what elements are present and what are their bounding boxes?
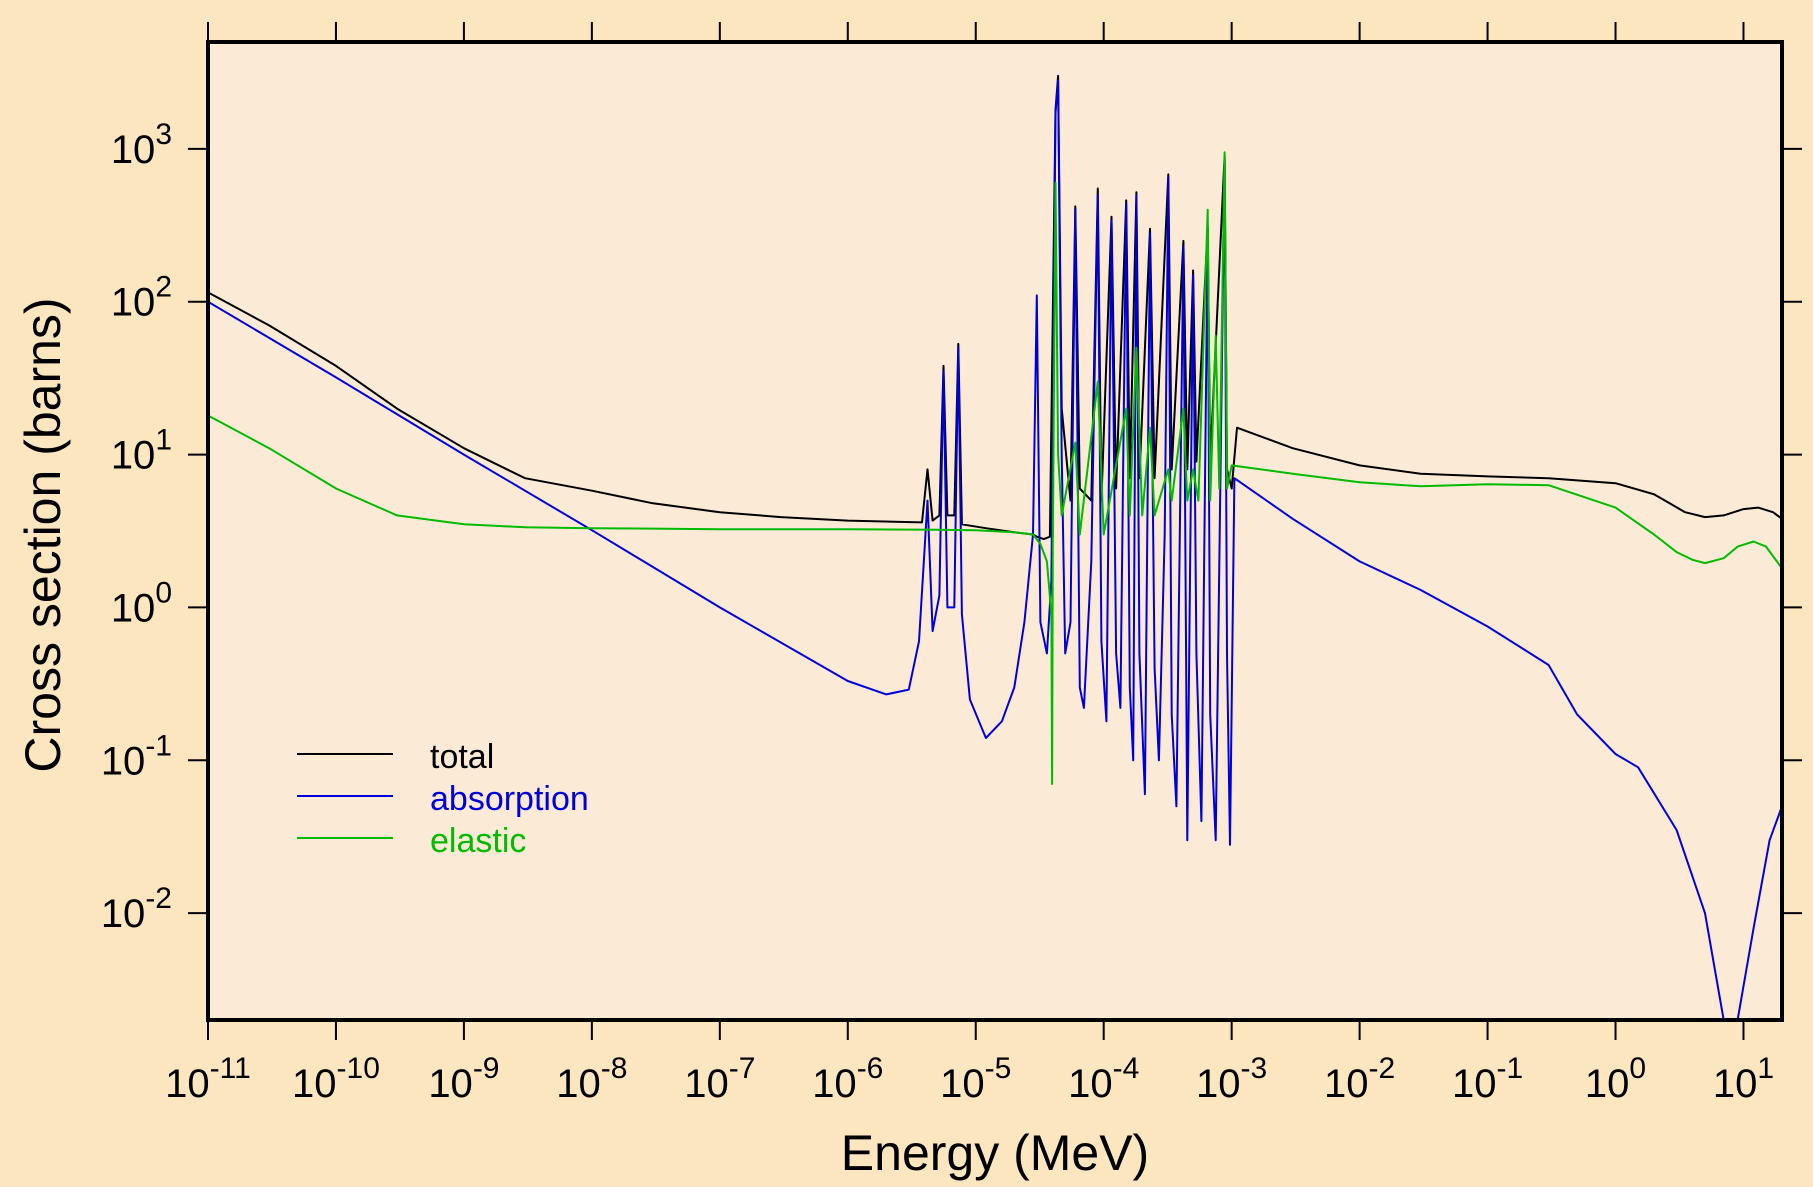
y-tick-label-base: 10 [111, 434, 156, 478]
tick-labels: 10-11 10-10 10-9 10-8 10-7 10-6 10-5 10-4 10-3 10… [101, 118, 1774, 1106]
legend-label-elastic: elastic [430, 822, 526, 860]
x-tick-label-exponent: -8 [601, 1052, 628, 1085]
x-tick-label-base: 10 [165, 1062, 210, 1106]
x-tick-label-base: 10 [556, 1062, 601, 1106]
x-tick-label-base: 10 [428, 1062, 473, 1106]
x-tick-label-exponent: 1 [1757, 1052, 1774, 1085]
x-tick-label-base: 10 [1068, 1062, 1113, 1106]
y-tick-label-exponent: -1 [145, 729, 172, 762]
y-tick-label-base: 10 [111, 281, 156, 325]
plot-frame [206, 40, 1784, 1022]
y-tick-label-exponent: 2 [155, 271, 172, 304]
y-tick-label-base: 10 [111, 586, 156, 630]
x-tick-label-exponent: -1 [1496, 1052, 1523, 1085]
legend-label-absorption: absorption [430, 780, 589, 818]
y-tick-label-base: 10 [111, 128, 156, 172]
x-tick-label: 10-1 [1452, 1052, 1523, 1106]
x-tick-label: 10-2 [1324, 1052, 1395, 1106]
y-tick-label-exponent: 0 [155, 576, 172, 609]
y-axis-label: Cross section (barns) [15, 297, 71, 772]
legend: total absorption elastic [297, 738, 589, 860]
x-tick-label-base: 10 [940, 1062, 985, 1106]
x-tick-label: 10-5 [940, 1052, 1011, 1106]
x-tick-label-exponent: -9 [473, 1052, 500, 1085]
x-tick-label-base: 10 [1713, 1062, 1758, 1106]
axis-ticks [188, 22, 1802, 1040]
y-tick-label-base: 10 [101, 892, 146, 936]
x-tick-label: 10-7 [684, 1052, 755, 1106]
y-tick-label-base: 10 [101, 739, 146, 783]
x-tick-label-base: 10 [1452, 1062, 1497, 1106]
y-tick-label: 101 [111, 424, 172, 478]
y-tick-label: 10-1 [101, 729, 172, 783]
x-tick-label: 10-9 [428, 1052, 499, 1106]
y-tick-label-exponent: -2 [145, 882, 172, 915]
series-layer [208, 74, 1782, 1020]
x-tick-label-exponent: -5 [985, 1052, 1012, 1085]
y-tick-label-exponent: 3 [155, 118, 172, 151]
x-tick-label-base: 10 [1324, 1062, 1369, 1106]
x-tick-label: 101 [1713, 1052, 1774, 1106]
x-tick-label: 10-8 [556, 1052, 627, 1106]
x-tick-label-exponent: -2 [1369, 1052, 1396, 1085]
x-tick-label-exponent: 0 [1629, 1052, 1646, 1085]
x-tick-label-exponent: -4 [1113, 1052, 1140, 1085]
x-tick-label: 10-10 [292, 1052, 380, 1106]
legend-label-total: total [430, 738, 494, 776]
y-tick-label: 100 [111, 576, 172, 630]
x-tick-label-exponent: -11 [210, 1052, 251, 1085]
x-tick-label-exponent: -6 [857, 1052, 884, 1085]
y-tick-label-exponent: 1 [155, 424, 172, 457]
series-line-elastic [208, 151, 1782, 785]
x-tick-label-base: 10 [684, 1062, 729, 1106]
x-tick-label-base: 10 [292, 1062, 337, 1106]
y-tick-label: 102 [111, 271, 172, 325]
x-tick-label: 10-3 [1196, 1052, 1267, 1106]
x-tick-label-exponent: -10 [337, 1052, 380, 1085]
y-tick-label: 103 [111, 118, 172, 172]
x-tick-label: 10-4 [1068, 1052, 1139, 1106]
x-tick-label-exponent: -3 [1241, 1052, 1268, 1085]
x-tick-label-exponent: -7 [729, 1052, 756, 1085]
series-line-absorption [208, 79, 1782, 1020]
x-axis-label: Energy (MeV) [841, 1125, 1149, 1181]
x-tick-label-base: 10 [1585, 1062, 1630, 1106]
x-tick-label: 10-6 [812, 1052, 883, 1106]
y-tick-label: 10-2 [101, 882, 172, 936]
x-tick-label-base: 10 [1196, 1062, 1241, 1106]
x-tick-label: 100 [1585, 1052, 1646, 1106]
x-tick-label-base: 10 [812, 1062, 857, 1106]
x-tick-label: 10-11 [165, 1052, 251, 1106]
